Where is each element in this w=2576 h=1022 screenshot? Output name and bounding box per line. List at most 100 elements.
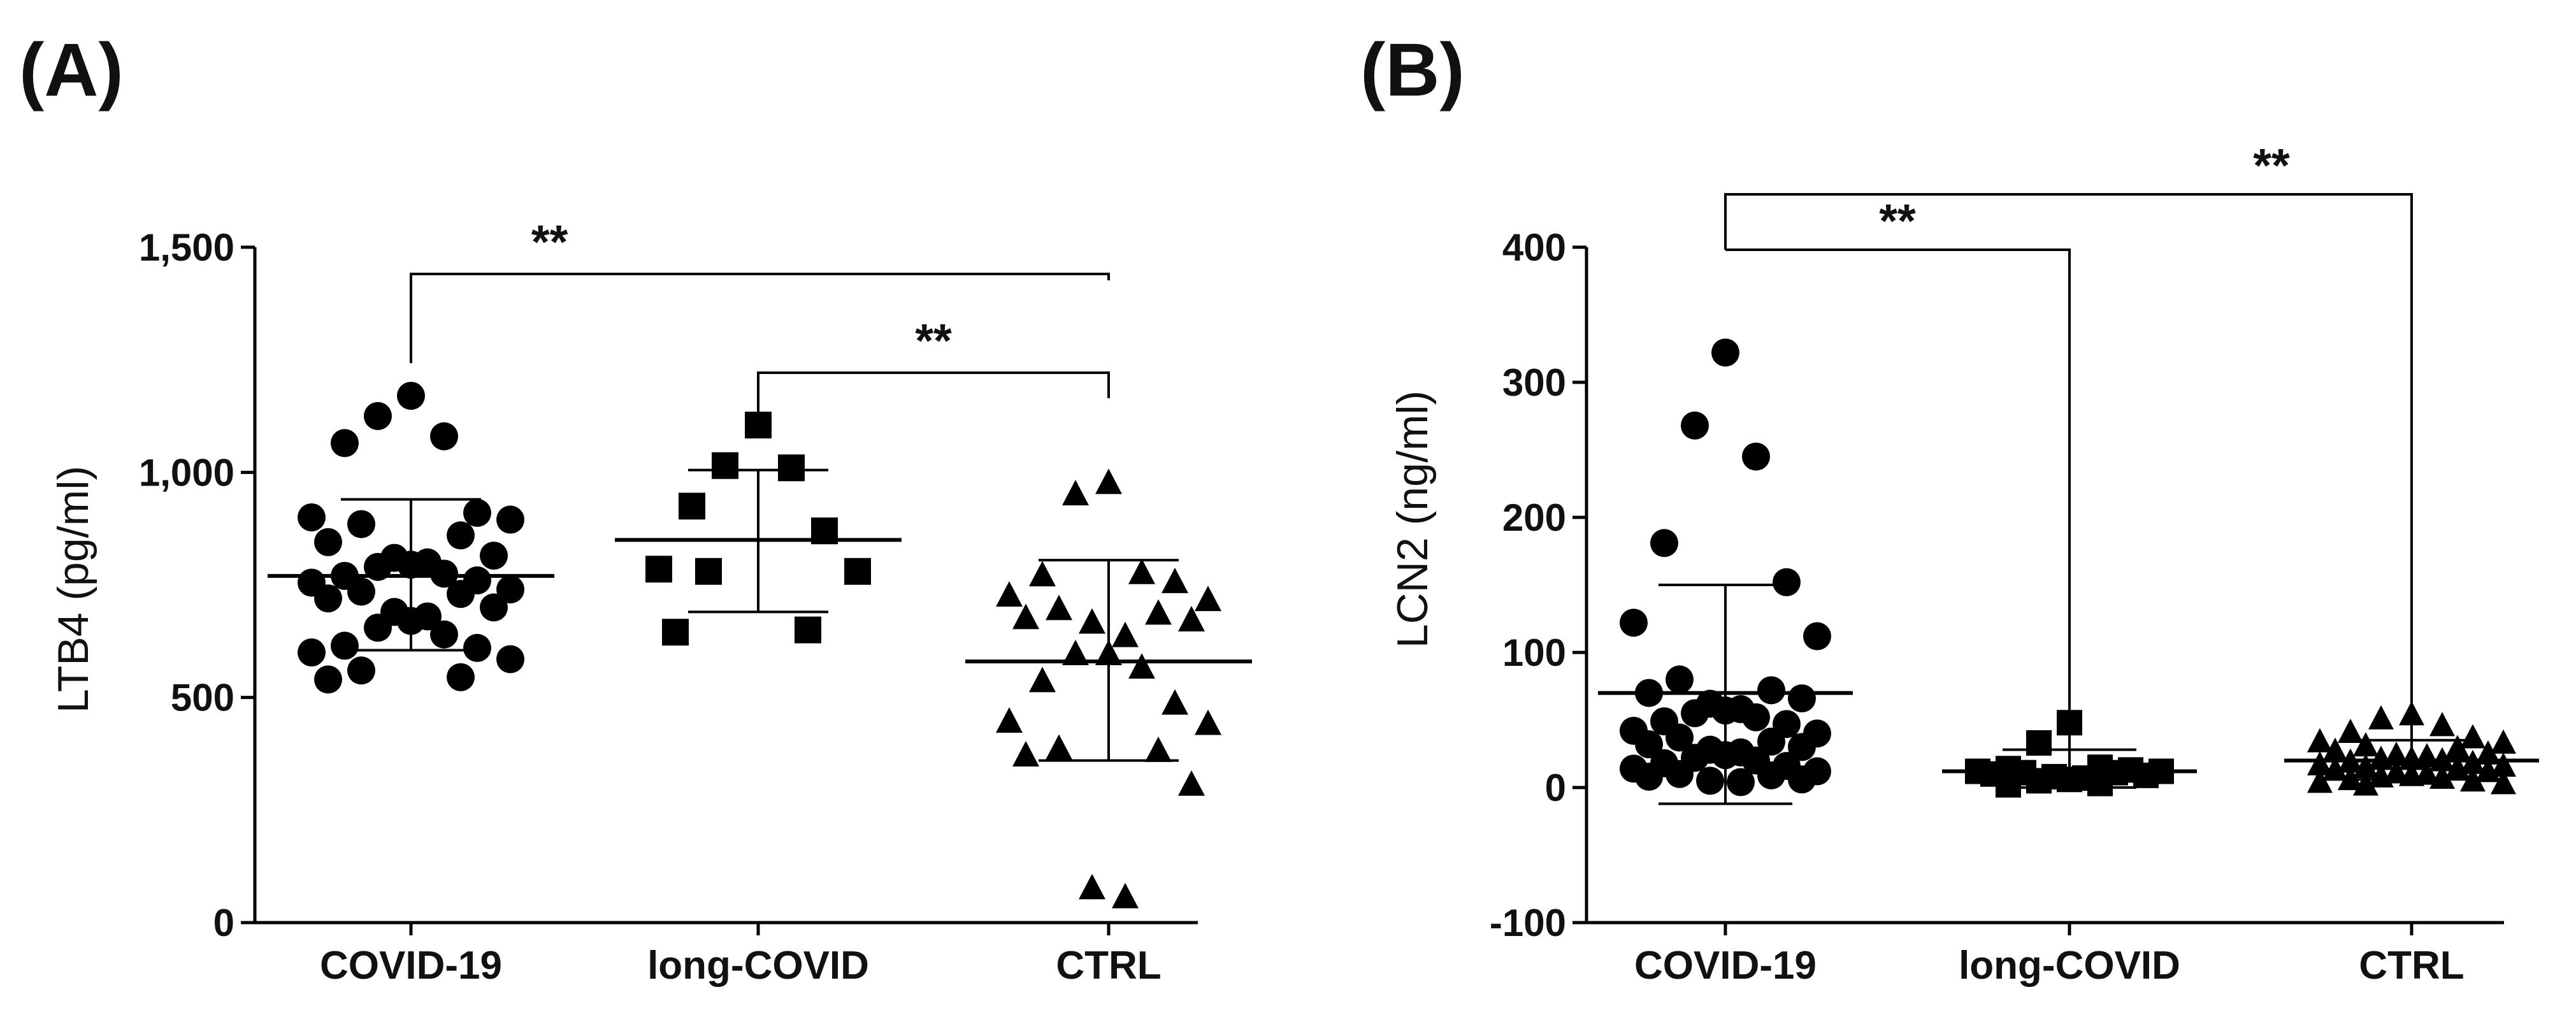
data-point-circle — [1803, 622, 1831, 651]
chart-panel-a: LTB4 (pg/ml) 0 500 1,000 1,500 COVID-19 long… — [49, 215, 1252, 988]
data-point-triangle — [2475, 740, 2501, 765]
data-point-triangle — [1046, 734, 1072, 760]
data-point-triangle — [2338, 766, 2363, 791]
data-point-triangle — [2491, 752, 2516, 777]
data-point-triangle — [1062, 640, 1089, 665]
data-point-circle — [1757, 761, 1785, 789]
data-point-circle — [331, 631, 359, 660]
data-point-triangle — [1062, 480, 1089, 506]
data-point-triangle — [2445, 755, 2470, 780]
x-categories-b: COVID-19 long-COVID CTRL — [1634, 923, 2464, 988]
data-point-circle — [314, 584, 342, 613]
data-point-circle — [1711, 338, 1739, 367]
y-tick-label: 0 — [213, 902, 234, 944]
data-point-triangle — [2475, 758, 2501, 782]
data-point-circle — [347, 510, 375, 538]
data-point-circle — [496, 645, 524, 673]
data-point-triangle — [1145, 599, 1172, 625]
data-point-square — [662, 619, 689, 646]
data-point-circle — [1742, 442, 1770, 471]
data-point-circle — [1666, 723, 1694, 752]
data-point-circle — [1650, 529, 1678, 558]
data-point-square — [2026, 730, 2052, 756]
significance-bracket — [1724, 193, 2413, 755]
significance-label: ** — [915, 314, 952, 367]
data-point-triangle — [1195, 586, 1221, 612]
data-point-circle — [298, 638, 326, 666]
data-point-circle — [1620, 608, 1648, 637]
data-point-circle — [430, 620, 458, 649]
data-point-triangle — [1112, 882, 1139, 909]
chart-panel-b: LCN2 (ng/ml) -100 0 100 200 300 400 COVID-19 l… — [1388, 139, 2539, 988]
data-point-circle — [1681, 411, 1709, 440]
axes-b — [1585, 247, 2504, 925]
data-point-circle — [314, 665, 342, 694]
data-point-circle — [480, 542, 508, 570]
data-point-circle — [430, 422, 458, 450]
data-point-circle — [364, 402, 392, 430]
significance-label: ** — [2253, 139, 2290, 192]
x-category-label: COVID-19 — [320, 944, 502, 988]
significance-bracket — [757, 371, 1110, 414]
y-tick-label: 0 — [1545, 766, 1566, 809]
data-point-triangle — [1012, 603, 1039, 630]
y-tick-label: -100 — [1490, 902, 1566, 944]
data-point-circle — [1696, 766, 1724, 795]
data-point-triangle — [996, 581, 1023, 607]
data-point-circle — [447, 521, 475, 550]
data-point-circle — [1635, 763, 1663, 791]
data-point-circle — [1681, 699, 1709, 728]
data-point-triangle — [2460, 724, 2486, 749]
data-point-triangle — [1112, 621, 1139, 647]
y-tick-label: 300 — [1502, 361, 1566, 404]
data-point-circle — [1727, 768, 1755, 796]
data-points-b — [1620, 338, 2516, 798]
data-point-triangle — [2338, 718, 2363, 743]
data-point-triangle — [2307, 768, 2333, 793]
x-category-label: COVID-19 — [1634, 944, 1817, 988]
data-point-triangle — [1029, 561, 1056, 587]
x-category-label: CTRL — [2359, 944, 2464, 988]
data-point-circle — [447, 663, 475, 691]
data-point-triangle — [2445, 735, 2470, 759]
data-point-circle — [1742, 703, 1770, 731]
data-point-circle — [1635, 730, 1663, 759]
data-point-circle — [331, 429, 359, 457]
data-point-square — [695, 558, 722, 585]
panel-label-a: (A) — [19, 28, 124, 112]
data-point-circle — [364, 552, 392, 581]
data-point-triangle — [1029, 666, 1056, 693]
data-point-triangle — [2322, 756, 2348, 781]
panel-label-b: (B) — [1360, 28, 1465, 112]
data-point-triangle — [2307, 728, 2333, 752]
significance-bracket — [410, 273, 1110, 363]
data-point-triangle — [1178, 606, 1205, 631]
data-point-triangle — [2322, 737, 2348, 762]
data-point-square — [795, 616, 821, 644]
data-point-circle — [314, 528, 342, 556]
data-point-square — [2133, 762, 2159, 788]
data-point-triangle — [2368, 745, 2394, 770]
y-tick-label: 400 — [1502, 226, 1566, 269]
data-points-a — [298, 382, 1221, 909]
data-point-circle — [1788, 765, 1816, 794]
data-point-triangle — [996, 707, 1023, 733]
data-point-triangle — [2353, 732, 2378, 757]
data-point-circle — [364, 614, 392, 642]
data-point-circle — [463, 633, 491, 662]
y-tick-label: 1,000 — [139, 451, 234, 494]
data-point-triangle — [1079, 874, 1105, 900]
mean-sd-bars-b — [1598, 584, 2539, 805]
x-category-label: long-COVID — [647, 944, 869, 988]
data-point-triangle — [1195, 709, 1221, 735]
data-point-circle — [347, 577, 375, 606]
data-point-triangle — [2368, 763, 2394, 788]
data-point-square — [844, 558, 871, 585]
y-tick-label: 200 — [1502, 496, 1566, 539]
data-point-circle — [480, 593, 508, 622]
y-axis-label-b: LCN2 (ng/ml) — [1388, 391, 1437, 648]
y-ticks-a: 0 500 1,000 1,500 — [139, 226, 255, 944]
data-point-circle — [347, 656, 375, 685]
data-point-triangle — [1012, 741, 1039, 766]
